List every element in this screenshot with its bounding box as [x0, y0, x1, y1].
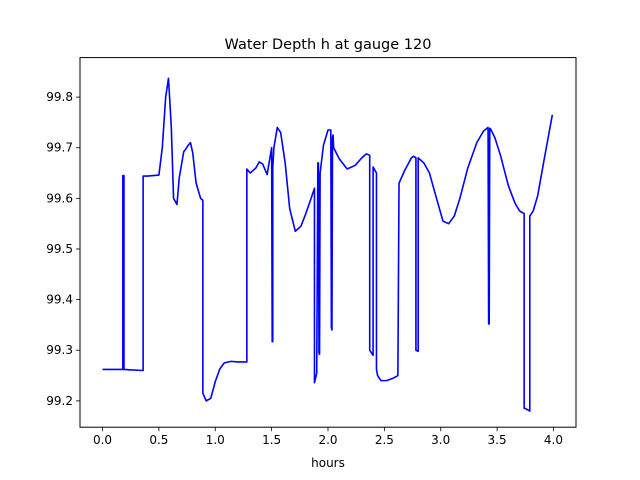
y-tick-label: 99.8 — [46, 90, 73, 104]
y-tick-label: 99.3 — [46, 343, 73, 357]
x-tick-label: 2.0 — [318, 433, 337, 447]
x-tick-label: 0.5 — [149, 433, 168, 447]
x-axis-label: hours — [311, 456, 345, 470]
y-tick-label: 99.7 — [46, 141, 73, 155]
series-line-0 — [102, 77, 554, 412]
x-tick-label: 3.5 — [488, 433, 507, 447]
y-tick-label: 99.4 — [46, 293, 73, 307]
y-tick-label: 99.5 — [46, 242, 73, 256]
x-tick-label: 3.0 — [431, 433, 450, 447]
axis-ticks: 0.0 0.5 1.0 1.5 2.0 2.5 3.0 3.5 4.0 99.2 99.3 99.4 9… — [46, 90, 563, 447]
y-tick-label: 99.2 — [46, 394, 73, 408]
x-tick-label: 4.0 — [544, 433, 563, 447]
x-tick-label: 2.5 — [375, 433, 394, 447]
x-tick-label: 1.0 — [206, 433, 225, 447]
plot-frame — [79, 57, 577, 428]
y-tick-label: 99.6 — [46, 191, 73, 205]
plot-area — [102, 77, 554, 412]
x-tick-label: 0.0 — [93, 433, 112, 447]
x-tick-label: 1.5 — [262, 433, 281, 447]
chart-title: Water Depth h at gauge 120 — [225, 37, 432, 53]
